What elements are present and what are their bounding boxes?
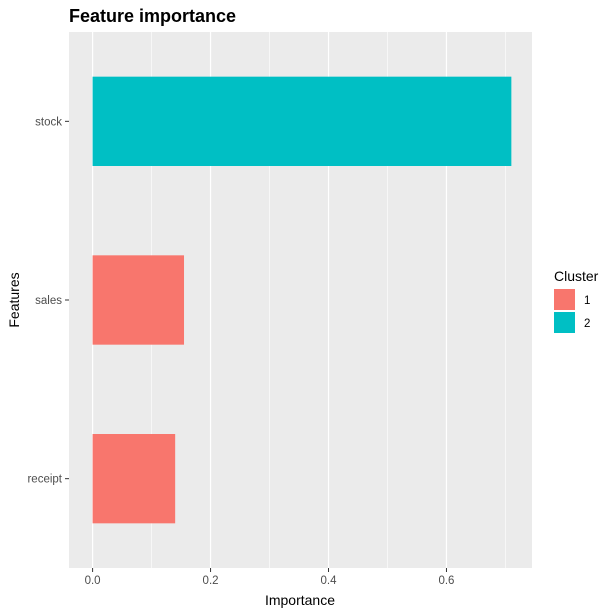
x-tick-label: 0.4 (321, 575, 338, 587)
x-tick-label: 0.6 (438, 575, 454, 587)
bar-receipt (93, 434, 176, 523)
y-tick-label: receipt (27, 474, 62, 486)
y-tick-label: stock (35, 116, 62, 128)
x-axis: 0.0 0.2 0.4 0.6 (85, 568, 455, 587)
y-tick-label: sales (35, 295, 62, 307)
legend: Cluster 1 2 (554, 268, 599, 333)
legend-key-1 (554, 289, 575, 310)
legend-title: Cluster (554, 268, 599, 284)
y-axis-title: Features (6, 272, 22, 327)
x-axis-title: Importance (265, 592, 335, 608)
bar-sales (93, 255, 184, 344)
chart-title: Feature importance (69, 6, 236, 26)
x-tick-label: 0.0 (85, 575, 101, 587)
legend-key-2 (554, 312, 575, 333)
y-axis: stock sales receipt (27, 116, 69, 485)
legend-label: 2 (584, 318, 590, 330)
bar-stock (93, 77, 512, 166)
x-tick-label: 0.2 (203, 575, 219, 587)
legend-label: 1 (584, 295, 590, 307)
